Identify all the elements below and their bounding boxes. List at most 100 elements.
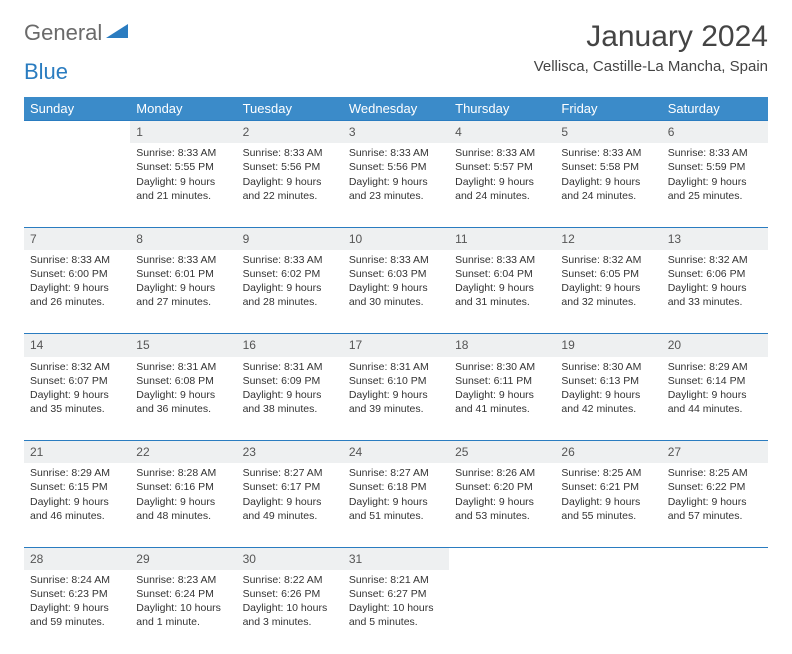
day-number-cell: 5 [555, 121, 661, 144]
day-body-cell: Sunrise: 8:33 AMSunset: 6:04 PMDaylight:… [449, 250, 555, 334]
day-number-cell: 8 [130, 227, 236, 250]
sunset-text: Sunset: 6:23 PM [30, 587, 124, 601]
daylight-text: Daylight: 9 hours and 24 minutes. [455, 175, 549, 203]
daylight-text: Daylight: 10 hours and 3 minutes. [243, 601, 337, 629]
day-body-row: Sunrise: 8:29 AMSunset: 6:15 PMDaylight:… [24, 463, 768, 547]
day-body-cell: Sunrise: 8:33 AMSunset: 6:02 PMDaylight:… [237, 250, 343, 334]
sunset-text: Sunset: 6:13 PM [561, 374, 655, 388]
sunset-text: Sunset: 6:17 PM [243, 480, 337, 494]
day-number-cell [24, 121, 130, 144]
day-body-cell: Sunrise: 8:31 AMSunset: 6:08 PMDaylight:… [130, 357, 236, 441]
sunset-text: Sunset: 6:22 PM [668, 480, 762, 494]
day-body-cell: Sunrise: 8:33 AMSunset: 6:03 PMDaylight:… [343, 250, 449, 334]
day-number-cell: 6 [662, 121, 768, 144]
sunrise-text: Sunrise: 8:31 AM [243, 360, 337, 374]
brand-part1: General [24, 20, 102, 46]
daylight-text: Daylight: 9 hours and 41 minutes. [455, 388, 549, 416]
daylight-text: Daylight: 9 hours and 27 minutes. [136, 281, 230, 309]
daylight-text: Daylight: 9 hours and 53 minutes. [455, 495, 549, 523]
weekday-header: Sunday [24, 97, 130, 121]
day-body-cell: Sunrise: 8:31 AMSunset: 6:09 PMDaylight:… [237, 357, 343, 441]
sunrise-text: Sunrise: 8:30 AM [561, 360, 655, 374]
sunset-text: Sunset: 6:01 PM [136, 267, 230, 281]
sunrise-text: Sunrise: 8:29 AM [668, 360, 762, 374]
calendar-table: Sunday Monday Tuesday Wednesday Thursday… [24, 97, 768, 654]
sunrise-text: Sunrise: 8:27 AM [243, 466, 337, 480]
day-number-cell: 11 [449, 227, 555, 250]
sunset-text: Sunset: 6:11 PM [455, 374, 549, 388]
daylight-text: Daylight: 9 hours and 57 minutes. [668, 495, 762, 523]
daylight-text: Daylight: 9 hours and 42 minutes. [561, 388, 655, 416]
sunset-text: Sunset: 6:27 PM [349, 587, 443, 601]
day-number-cell: 3 [343, 121, 449, 144]
month-title: January 2024 [534, 20, 768, 54]
day-number-cell: 14 [24, 334, 130, 357]
sunset-text: Sunset: 6:03 PM [349, 267, 443, 281]
sunrise-text: Sunrise: 8:27 AM [349, 466, 443, 480]
day-number-cell: 23 [237, 441, 343, 464]
sunrise-text: Sunrise: 8:33 AM [561, 146, 655, 160]
sunrise-text: Sunrise: 8:33 AM [136, 146, 230, 160]
sunrise-text: Sunrise: 8:33 AM [349, 146, 443, 160]
day-number-cell: 15 [130, 334, 236, 357]
sunrise-text: Sunrise: 8:25 AM [668, 466, 762, 480]
day-number-cell: 12 [555, 227, 661, 250]
sunrise-text: Sunrise: 8:25 AM [561, 466, 655, 480]
sunrise-text: Sunrise: 8:33 AM [455, 253, 549, 267]
sunset-text: Sunset: 6:00 PM [30, 267, 124, 281]
sunrise-text: Sunrise: 8:31 AM [136, 360, 230, 374]
day-number-row: 123456 [24, 121, 768, 144]
day-number-cell: 2 [237, 121, 343, 144]
day-body-cell: Sunrise: 8:30 AMSunset: 6:13 PMDaylight:… [555, 357, 661, 441]
weekday-header-row: Sunday Monday Tuesday Wednesday Thursday… [24, 97, 768, 121]
daylight-text: Daylight: 9 hours and 32 minutes. [561, 281, 655, 309]
daylight-text: Daylight: 10 hours and 1 minute. [136, 601, 230, 629]
sunrise-text: Sunrise: 8:26 AM [455, 466, 549, 480]
sunset-text: Sunset: 6:08 PM [136, 374, 230, 388]
day-body-cell: Sunrise: 8:28 AMSunset: 6:16 PMDaylight:… [130, 463, 236, 547]
sunset-text: Sunset: 6:07 PM [30, 374, 124, 388]
day-body-row: Sunrise: 8:32 AMSunset: 6:07 PM Daylight:… [24, 357, 768, 441]
day-body-cell: Sunrise: 8:27 AMSunset: 6:17 PMDaylight:… [237, 463, 343, 547]
daylight-text: Daylight: 9 hours and 46 minutes. [30, 495, 124, 523]
daylight-text: Daylight: 9 hours and 55 minutes. [561, 495, 655, 523]
sunrise-text: Sunrise: 8:28 AM [136, 466, 230, 480]
daylight-text: Daylight: 9 hours and 23 minutes. [349, 175, 443, 203]
daylight-text: Daylight: 9 hours and 59 minutes. [30, 601, 124, 629]
daylight-text: Daylight: 9 hours and 33 minutes. [668, 281, 762, 309]
weekday-header: Thursday [449, 97, 555, 121]
sunset-text: Sunset: 5:58 PM [561, 160, 655, 174]
day-number-cell [662, 547, 768, 570]
sunrise-text: Sunrise: 8:33 AM [243, 253, 337, 267]
day-body-cell: Sunrise: 8:32 AMSunset: 6:06 PMDaylight:… [662, 250, 768, 334]
daylight-text: Daylight: 9 hours and 36 minutes. [136, 388, 230, 416]
sunrise-text: Sunrise: 8:24 AM [30, 573, 124, 587]
sunset-text: Sunset: 6:06 PM [668, 267, 762, 281]
sunrise-text: Sunrise: 8:32 AM [30, 360, 124, 374]
sunrise-text: Sunrise: 8:30 AM [455, 360, 549, 374]
day-number-cell [555, 547, 661, 570]
weekday-header: Wednesday [343, 97, 449, 121]
daylight-text: Daylight: 9 hours and 49 minutes. [243, 495, 337, 523]
sunrise-text: Sunrise: 8:22 AM [243, 573, 337, 587]
sunset-text: Sunset: 6:09 PM [243, 374, 337, 388]
day-body-cell: Sunrise: 8:29 AMSunset: 6:14 PMDaylight:… [662, 357, 768, 441]
day-body-cell: Sunrise: 8:33 AMSunset: 5:58 PMDaylight:… [555, 143, 661, 227]
day-number-row: 14151617181920 [24, 334, 768, 357]
brand-logo: General [24, 20, 132, 46]
sunrise-text: Sunrise: 8:33 AM [668, 146, 762, 160]
day-number-cell: 24 [343, 441, 449, 464]
sunset-text: Sunset: 6:10 PM [349, 374, 443, 388]
day-number-row: 28293031 [24, 547, 768, 570]
sunrise-text: Sunrise: 8:23 AM [136, 573, 230, 587]
day-number-cell: 19 [555, 334, 661, 357]
day-number-cell: 22 [130, 441, 236, 464]
day-body-cell: Sunrise: 8:33 AMSunset: 5:59 PMDaylight:… [662, 143, 768, 227]
daylight-text: Daylight: 9 hours and 21 minutes. [136, 175, 230, 203]
daylight-text: Daylight: 9 hours and 44 minutes. [668, 388, 762, 416]
day-number-cell: 10 [343, 227, 449, 250]
day-number-row: 21222324252627 [24, 441, 768, 464]
day-body-cell: Sunrise: 8:32 AMSunset: 6:05 PMDaylight:… [555, 250, 661, 334]
weekday-header: Tuesday [237, 97, 343, 121]
day-body-cell: Sunrise: 8:33 AMSunset: 6:00 PMDaylight:… [24, 250, 130, 334]
